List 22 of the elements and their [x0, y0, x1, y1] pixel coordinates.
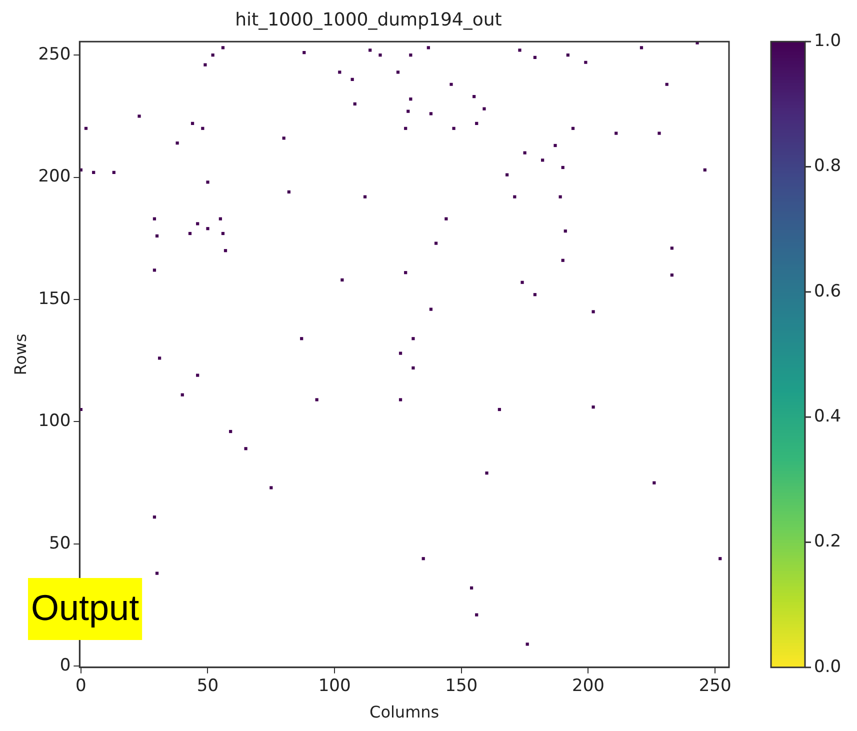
- color-bar-label: 0.4: [814, 406, 842, 426]
- y-tick-label: 100: [38, 411, 71, 432]
- color-bar-label: 0.8: [814, 156, 842, 176]
- x-tick-label: 0: [76, 676, 86, 696]
- x-axis-title: Columns: [370, 702, 440, 722]
- x-tick-label: 250: [698, 676, 732, 696]
- x-tick-label: 200: [572, 676, 604, 696]
- color-bar-label: 0.2: [814, 532, 842, 552]
- y-tick-label: 50: [49, 533, 71, 554]
- color-bar-label: 1.0: [814, 31, 842, 52]
- y-tick-label: 200: [38, 166, 71, 187]
- x-tick-label: 150: [445, 676, 478, 696]
- y-tick-label: 250: [38, 44, 71, 64]
- color-bar-label: 0.6: [814, 281, 842, 302]
- y-tick-label: 0: [60, 656, 71, 676]
- y-tick-label: 150: [38, 288, 71, 309]
- x-tick-label: 50: [196, 676, 219, 696]
- annotation: Output: [31, 586, 140, 628]
- x-tick-label: 100: [318, 676, 351, 696]
- color-bar-label: 0.0: [814, 656, 842, 677]
- chart-title: hit_1000_1000_dump194_out: [235, 9, 502, 30]
- y-axis-title: Rows: [10, 334, 30, 376]
